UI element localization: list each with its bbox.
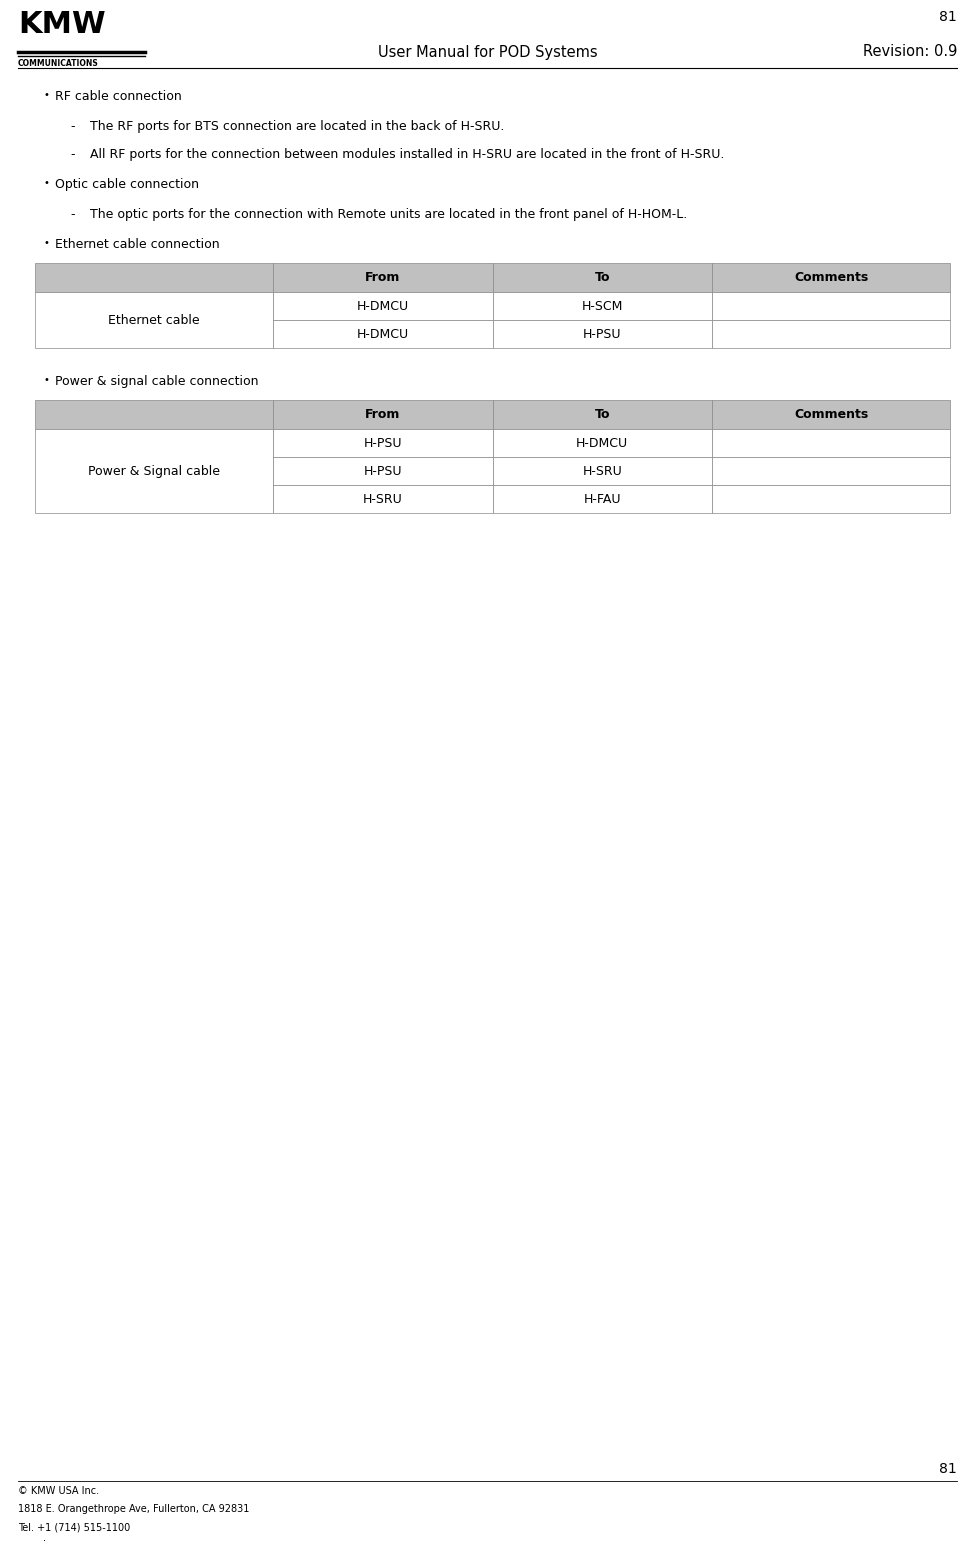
Text: 1818 E. Orangethrope Ave, Fullerton, CA 92831: 1818 E. Orangethrope Ave, Fullerton, CA … — [18, 1504, 250, 1513]
Text: Optic cable connection: Optic cable connection — [55, 179, 199, 191]
Bar — [712, 293, 950, 321]
Text: •: • — [43, 89, 49, 100]
Bar — [273, 458, 492, 485]
Bar — [492, 485, 712, 513]
Text: Ethernet cable: Ethernet cable — [108, 314, 200, 327]
Text: -: - — [70, 208, 74, 220]
Text: The RF ports for BTS connection are located in the back of H-SRU.: The RF ports for BTS connection are loca… — [90, 120, 504, 133]
Text: RF cable connection: RF cable connection — [55, 89, 181, 103]
Text: Comments: Comments — [794, 271, 868, 284]
Bar — [492, 321, 712, 348]
Text: H-SRU: H-SRU — [582, 465, 622, 478]
Bar — [492, 293, 712, 321]
Text: H-PSU: H-PSU — [364, 438, 402, 450]
Text: H-DMCU: H-DMCU — [576, 438, 628, 450]
Text: H-DMCU: H-DMCU — [357, 328, 409, 341]
Text: From: From — [365, 271, 401, 284]
Text: •: • — [43, 179, 49, 188]
Text: H-FAU: H-FAU — [584, 493, 621, 505]
Bar — [712, 458, 950, 485]
Text: H-SRU: H-SRU — [363, 493, 403, 505]
Text: •: • — [43, 237, 49, 248]
Bar — [492, 264, 712, 293]
Text: COMMUNICATIONS: COMMUNICATIONS — [18, 59, 98, 68]
Text: Ethernet cable connection: Ethernet cable connection — [55, 237, 219, 251]
Text: Tel. +1 (714) 515-1100: Tel. +1 (714) 515-1100 — [18, 1523, 131, 1532]
Bar — [273, 430, 492, 458]
Text: H-DMCU: H-DMCU — [357, 299, 409, 313]
Bar — [712, 485, 950, 513]
Text: Power & signal cable connection: Power & signal cable connection — [55, 374, 258, 388]
Text: To: To — [595, 271, 610, 284]
Text: -: - — [70, 120, 74, 133]
Bar — [35, 293, 273, 348]
Bar — [492, 430, 712, 458]
Text: All RF ports for the connection between modules installed in H-SRU are located i: All RF ports for the connection between … — [90, 148, 724, 160]
Bar — [273, 401, 492, 430]
Text: Comments: Comments — [794, 408, 868, 421]
Text: KMW: KMW — [18, 9, 105, 39]
Bar — [273, 485, 492, 513]
Bar — [273, 264, 492, 293]
Text: The optic ports for the connection with Remote units are located in the front pa: The optic ports for the connection with … — [90, 208, 687, 220]
Bar — [712, 430, 950, 458]
Text: Revision: 0.9: Revision: 0.9 — [863, 45, 957, 60]
Text: © KMW USA Inc.: © KMW USA Inc. — [18, 1486, 99, 1496]
Text: 81: 81 — [939, 1462, 957, 1476]
Text: 81: 81 — [939, 9, 957, 25]
Bar — [273, 321, 492, 348]
Bar — [492, 401, 712, 430]
Bar — [712, 401, 950, 430]
Text: To: To — [595, 408, 610, 421]
Bar — [492, 458, 712, 485]
Text: -: - — [70, 148, 74, 160]
Bar — [35, 430, 273, 513]
Text: From: From — [365, 408, 401, 421]
Text: H-SCM: H-SCM — [582, 299, 623, 313]
Bar — [35, 264, 273, 293]
Text: H-PSU: H-PSU — [364, 465, 402, 478]
Text: H-PSU: H-PSU — [583, 328, 621, 341]
Bar — [35, 401, 273, 430]
Text: •: • — [43, 374, 49, 385]
Bar — [273, 293, 492, 321]
Bar — [712, 321, 950, 348]
Bar — [712, 264, 950, 293]
Text: Power & Signal cable: Power & Signal cable — [88, 465, 220, 478]
Text: User Manual for POD Systems: User Manual for POD Systems — [377, 45, 598, 60]
